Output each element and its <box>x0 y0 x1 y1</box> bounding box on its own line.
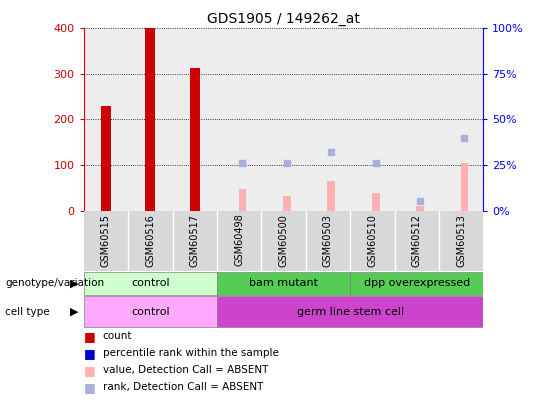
Text: control: control <box>131 307 170 317</box>
Bar <box>101 106 111 211</box>
Bar <box>283 196 291 211</box>
Text: germ line stem cell: germ line stem cell <box>296 307 404 317</box>
Text: ■: ■ <box>84 364 96 377</box>
Text: rank, Detection Call = ABSENT: rank, Detection Call = ABSENT <box>103 382 263 392</box>
Bar <box>217 296 483 327</box>
Text: bam mutant: bam mutant <box>249 279 318 288</box>
Text: GSM60513: GSM60513 <box>456 214 466 266</box>
Text: ▶: ▶ <box>70 307 79 317</box>
Text: dpp overexpressed: dpp overexpressed <box>363 279 470 288</box>
Bar <box>327 181 335 211</box>
Text: GSM60516: GSM60516 <box>145 214 156 266</box>
Bar <box>350 272 483 295</box>
Bar <box>461 163 468 211</box>
Bar <box>145 28 156 211</box>
Text: GSM60510: GSM60510 <box>367 214 377 266</box>
Bar <box>84 28 128 211</box>
Text: ■: ■ <box>84 330 96 343</box>
Text: ■: ■ <box>84 347 96 360</box>
Bar <box>84 296 217 327</box>
Bar <box>172 28 217 211</box>
Bar <box>128 28 172 211</box>
Bar <box>190 68 200 211</box>
Bar <box>84 272 217 295</box>
Text: control: control <box>131 279 170 288</box>
Text: GSM60515: GSM60515 <box>101 214 111 266</box>
Bar <box>416 206 424 211</box>
Bar <box>239 189 246 211</box>
Text: ▶: ▶ <box>70 279 79 288</box>
Bar <box>350 28 395 211</box>
Text: GSM60512: GSM60512 <box>411 214 422 266</box>
Bar <box>395 28 439 211</box>
Bar <box>261 28 306 211</box>
Text: GSM60503: GSM60503 <box>323 214 333 266</box>
Text: percentile rank within the sample: percentile rank within the sample <box>103 348 279 358</box>
Text: genotype/variation: genotype/variation <box>5 279 105 288</box>
Text: count: count <box>103 331 132 341</box>
Title: GDS1905 / 149262_at: GDS1905 / 149262_at <box>207 12 360 26</box>
Text: GSM60500: GSM60500 <box>279 214 288 266</box>
Text: value, Detection Call = ABSENT: value, Detection Call = ABSENT <box>103 365 268 375</box>
Text: cell type: cell type <box>5 307 50 317</box>
Text: ■: ■ <box>84 381 96 394</box>
Text: GSM60517: GSM60517 <box>190 214 200 266</box>
Bar <box>217 272 350 295</box>
Bar <box>306 28 350 211</box>
Bar <box>217 28 261 211</box>
Bar <box>439 28 483 211</box>
Bar <box>372 193 380 211</box>
Text: GSM60498: GSM60498 <box>234 214 244 266</box>
